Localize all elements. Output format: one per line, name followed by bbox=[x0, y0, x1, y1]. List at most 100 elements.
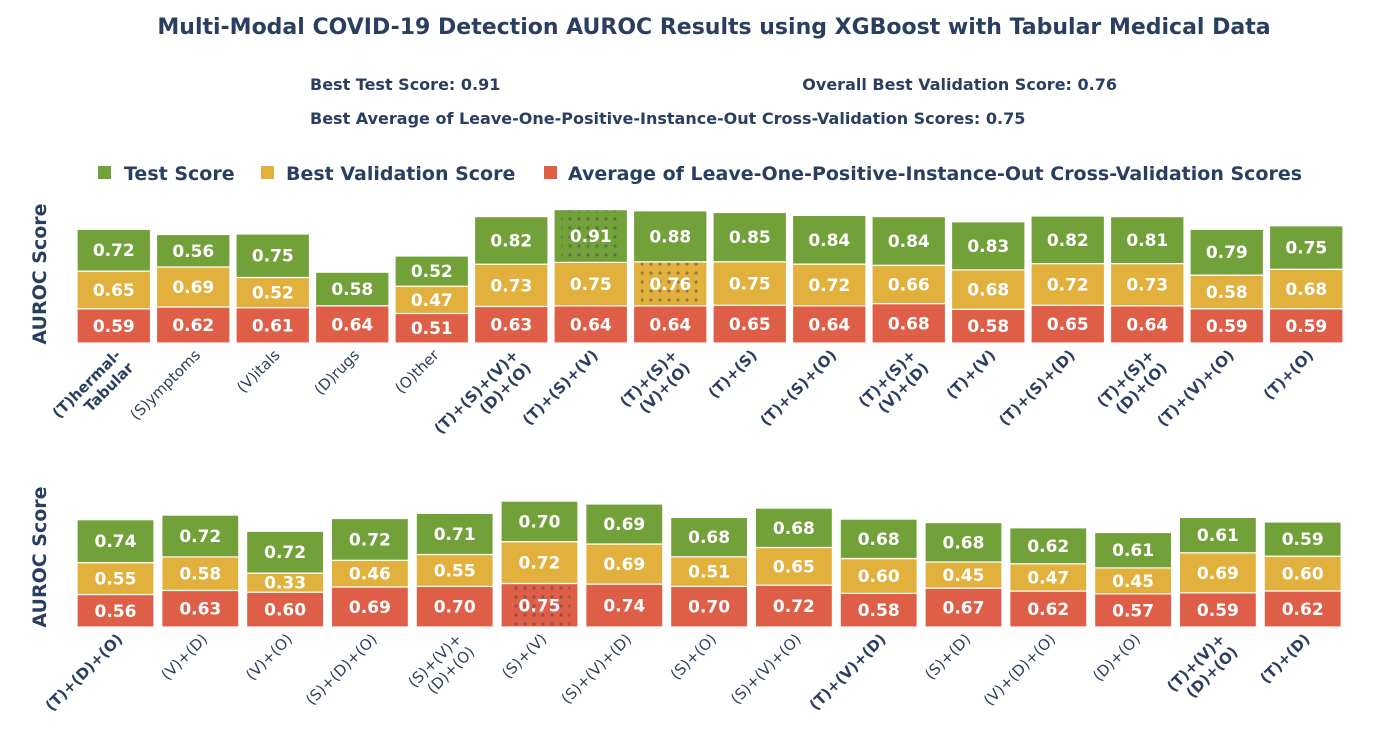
bar-avg-bottom-3 bbox=[330, 586, 409, 628]
value-label-avg-4: 0.70 bbox=[434, 598, 476, 618]
highlight-pattern-5 bbox=[508, 584, 571, 626]
bar-test-top-3 bbox=[314, 271, 390, 307]
value-label-test-4: 0.71 bbox=[434, 525, 476, 545]
value-label-avg-3: 0.64 bbox=[331, 315, 373, 335]
value-label-avg-10: 0.67 bbox=[943, 599, 985, 619]
bar-test-top-8 bbox=[712, 211, 788, 263]
bar-test-bottom-13 bbox=[1178, 516, 1258, 554]
legend: Test Score Best Validation Score Average… bbox=[98, 163, 1302, 185]
value-label-test-3: 0.72 bbox=[349, 530, 391, 550]
value-label-val-3: 0.46 bbox=[349, 565, 391, 585]
value-label-val-2: 0.52 bbox=[252, 284, 294, 304]
value-label-val-13: 0.69 bbox=[1197, 564, 1239, 584]
value-label-avg-6: 0.64 bbox=[570, 315, 612, 335]
value-label-test-9: 0.68 bbox=[858, 530, 900, 550]
value-label-avg-5: 0.75 bbox=[519, 596, 561, 616]
bar-test-bottom-7 bbox=[669, 516, 749, 558]
value-label-val-0: 0.65 bbox=[93, 281, 135, 301]
bar-test-top-5 bbox=[473, 216, 549, 265]
bar-test-bottom-11 bbox=[1009, 527, 1088, 565]
value-label-test-7: 0.88 bbox=[649, 227, 691, 247]
value-label-test-13: 0.81 bbox=[1126, 231, 1168, 251]
category-label-7: (S)+(O) bbox=[667, 630, 720, 683]
bar-test-bottom-1 bbox=[161, 514, 240, 558]
bar-test-bottom-8 bbox=[754, 507, 834, 549]
bar-avg-bottom-4 bbox=[415, 585, 494, 628]
chart-title: Multi-Modal COVID-19 Detection AUROC Res… bbox=[157, 15, 1270, 40]
legend-swatch-validation bbox=[261, 166, 274, 179]
bar-avg-top-1 bbox=[155, 306, 231, 344]
value-label-avg-4: 0.51 bbox=[411, 319, 453, 339]
bar-avg-top-14 bbox=[1189, 308, 1265, 344]
value-label-val-14: 0.60 bbox=[1282, 565, 1324, 585]
category-label-12: (D)+(O) bbox=[1089, 630, 1144, 685]
bar-avg-bottom-14 bbox=[1263, 590, 1342, 628]
bar-test-top-14 bbox=[1189, 228, 1265, 276]
value-label-val-13: 0.73 bbox=[1126, 276, 1168, 296]
bar-avg-top-4 bbox=[394, 312, 470, 344]
category-label-14: (T)+(V)+(O) bbox=[1154, 346, 1238, 430]
value-label-val-1: 0.58 bbox=[179, 565, 221, 585]
value-label-test-15: 0.75 bbox=[1285, 239, 1327, 259]
bar-test-top-4 bbox=[394, 255, 470, 287]
value-label-test-0: 0.74 bbox=[95, 532, 137, 552]
bar-val-bottom-5 bbox=[500, 541, 579, 585]
highlight-pattern-7 bbox=[640, 262, 700, 305]
category-label-8: (S)+(V)+(O) bbox=[727, 630, 805, 708]
legend-swatch-test bbox=[98, 166, 111, 179]
bar-val-bottom-4 bbox=[415, 553, 494, 587]
category-label-0: (T)+(D)+(O) bbox=[42, 630, 127, 715]
category-label-2: (V)itals bbox=[233, 346, 283, 396]
value-label-test-11: 0.62 bbox=[1027, 537, 1069, 557]
value-label-val-10: 0.66 bbox=[888, 275, 930, 295]
value-label-val-0: 0.55 bbox=[95, 570, 137, 590]
category-label-10: (T)+(S)+(V)+(D) bbox=[855, 346, 932, 423]
bar-avg-top-3 bbox=[314, 305, 390, 344]
bar-test-top-1 bbox=[155, 233, 231, 268]
category-label-10: (S)+(D) bbox=[921, 630, 974, 683]
value-label-val-5: 0.72 bbox=[519, 554, 561, 574]
value-label-val-15: 0.68 bbox=[1285, 280, 1327, 300]
value-label-val-2: 0.33 bbox=[264, 574, 306, 594]
best-validation-summary: Overall Best Validation Score: 0.76 bbox=[802, 75, 1117, 94]
value-label-val-12: 0.45 bbox=[1112, 572, 1154, 592]
bar-test-bottom-9 bbox=[839, 518, 918, 560]
bar-avg-bottom-12 bbox=[1093, 593, 1173, 628]
category-label-11: (T)+(V) bbox=[943, 346, 999, 402]
bar-test-bottom-5 bbox=[500, 500, 579, 543]
bar-test-bottom-3 bbox=[330, 517, 409, 561]
value-label-val-8: 0.75 bbox=[729, 275, 771, 295]
bar-val-bottom-1 bbox=[161, 556, 240, 591]
value-label-test-11: 0.83 bbox=[967, 237, 1009, 257]
value-label-test-5: 0.82 bbox=[490, 231, 532, 251]
bar-test-bottom-10 bbox=[924, 521, 1003, 563]
value-label-avg-1: 0.63 bbox=[179, 600, 221, 620]
bar-val-bottom-3 bbox=[330, 559, 409, 588]
bar-val-top-8 bbox=[712, 261, 788, 306]
value-label-avg-0: 0.59 bbox=[93, 317, 135, 337]
legend-label-validation: Best Validation Score bbox=[286, 163, 515, 185]
bar-val-top-2 bbox=[235, 276, 311, 309]
bar-test-top-13 bbox=[1109, 216, 1185, 265]
bar-test-top-7 bbox=[632, 210, 708, 263]
value-label-avg-0: 0.56 bbox=[95, 602, 137, 622]
bar-avg-bottom-0 bbox=[76, 593, 155, 628]
bar-val-top-11 bbox=[950, 269, 1026, 310]
value-label-val-8: 0.65 bbox=[773, 557, 815, 577]
value-label-test-14: 0.59 bbox=[1282, 530, 1324, 550]
value-label-avg-13: 0.59 bbox=[1197, 601, 1239, 621]
value-label-val-5: 0.73 bbox=[490, 276, 532, 296]
category-label-0: (T)hermal-Tabular bbox=[49, 346, 138, 435]
value-label-test-10: 0.68 bbox=[943, 533, 985, 553]
category-label-9: (T)+(V)+(D) bbox=[806, 630, 890, 714]
chart-panel-bottom: 0.56 0.55 0.74 (T)+(D)+(O) 0.63 0.58 0.72 (V)+(… bbox=[42, 500, 1342, 715]
value-label-val-14: 0.58 bbox=[1206, 283, 1248, 303]
bar-val-top-12 bbox=[1030, 262, 1106, 306]
category-label-1: (S)ymptoms bbox=[127, 346, 205, 424]
best-test-summary: Best Test Score: 0.91 bbox=[310, 75, 500, 94]
category-label-12: (T)+(S)+(D) bbox=[995, 346, 1078, 429]
value-label-val-4: 0.47 bbox=[411, 291, 453, 311]
bar-test-bottom-12 bbox=[1093, 531, 1173, 569]
bar-avg-bottom-13 bbox=[1178, 592, 1258, 628]
value-label-test-0: 0.72 bbox=[93, 241, 135, 261]
